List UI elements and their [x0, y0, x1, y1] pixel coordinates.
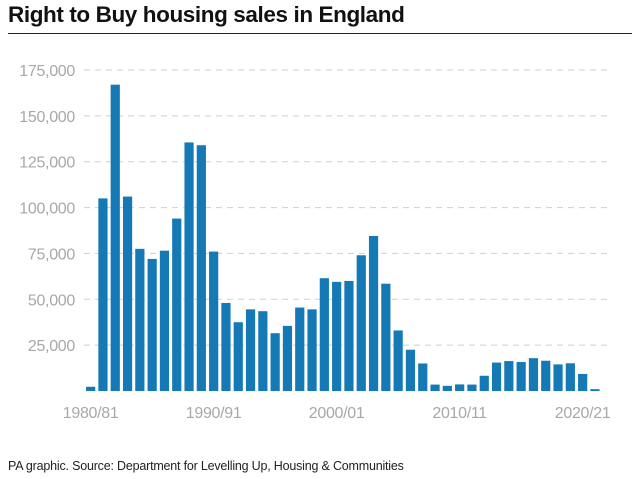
- bar-1995-96: [270, 333, 280, 391]
- bar-1983-84: [122, 196, 133, 391]
- bar-1985-86: [147, 258, 157, 391]
- y-tick-label: 25,000: [28, 338, 76, 355]
- y-tick-label: 50,000: [28, 292, 76, 309]
- bar-1993-94: [245, 309, 256, 391]
- bar-1998-99: [307, 309, 317, 391]
- bar-1992-93: [233, 322, 243, 391]
- bar-2002-03: [356, 255, 366, 391]
- bar-2006-07: [405, 349, 416, 391]
- bar-2021-22: [590, 389, 600, 391]
- x-axis-labels: 1980/81 1990/91 2000/01 2010/11 2020/21: [63, 405, 611, 422]
- source-note: PA graphic. Source: Department for Level…: [8, 459, 404, 473]
- bar-2017-18: [541, 360, 551, 391]
- bar-1994-95: [258, 311, 268, 391]
- bar-2010-11: [455, 384, 465, 391]
- bar-1987-88: [172, 218, 182, 391]
- bar-2013-14: [491, 362, 502, 391]
- x-tick-label: 1990/91: [186, 405, 242, 422]
- bar-2018-19: [553, 364, 563, 391]
- bar-2015-16: [516, 362, 526, 391]
- bar-2014-15: [504, 361, 514, 391]
- bar-2001-02: [344, 280, 354, 391]
- bar-1988-89: [184, 142, 194, 391]
- bar-1997-98: [295, 307, 305, 391]
- bar-2003-04: [368, 236, 379, 391]
- bar-1991-92: [221, 302, 231, 391]
- title-divider: [8, 33, 632, 34]
- x-tick-label: 2010/11: [432, 405, 487, 422]
- y-tick-label: 100,000: [19, 201, 75, 218]
- bar-2009-10: [442, 385, 452, 391]
- bar-2012-13: [479, 375, 489, 391]
- bar-1990-91: [209, 251, 219, 391]
- bar-1980-81: [86, 386, 96, 391]
- y-axis-labels: 25,000 50,000 75,000 100,000 125,000 150,000 1…: [19, 63, 75, 355]
- bar-1999-00: [319, 278, 329, 391]
- bar-1982-83: [110, 84, 120, 391]
- bar-2011-12: [467, 384, 477, 391]
- bar-2019-20: [565, 363, 575, 391]
- bars: [86, 84, 600, 391]
- bar-2000-01: [332, 281, 342, 391]
- gridlines: [84, 69, 612, 346]
- bar-1989-90: [196, 145, 206, 391]
- bar-1996-97: [282, 325, 293, 391]
- bar-2004-05: [381, 283, 391, 391]
- x-tick-label: 2020/21: [555, 405, 611, 422]
- y-tick-label: 150,000: [19, 109, 75, 126]
- bar-2020-21: [578, 373, 588, 391]
- bar-2008-09: [430, 384, 440, 391]
- bar-2007-08: [418, 363, 428, 391]
- bar-2016-17: [528, 358, 539, 391]
- y-tick-label: 175,000: [19, 63, 75, 80]
- bar-1984-85: [135, 248, 145, 391]
- y-tick-label: 125,000: [19, 155, 75, 172]
- x-tick-label: 2000/01: [309, 405, 365, 422]
- bar-1981-82: [98, 198, 108, 391]
- chart-title: Right to Buy housing sales in England: [8, 2, 405, 27]
- bar-2005-06: [393, 330, 403, 391]
- x-tick-label: 1980/81: [63, 405, 119, 422]
- bar-1986-87: [159, 250, 170, 391]
- bar-chart: 25,000 50,000 75,000 100,000 125,000 150,000 1…: [19, 63, 612, 422]
- y-tick-label: 75,000: [28, 246, 76, 263]
